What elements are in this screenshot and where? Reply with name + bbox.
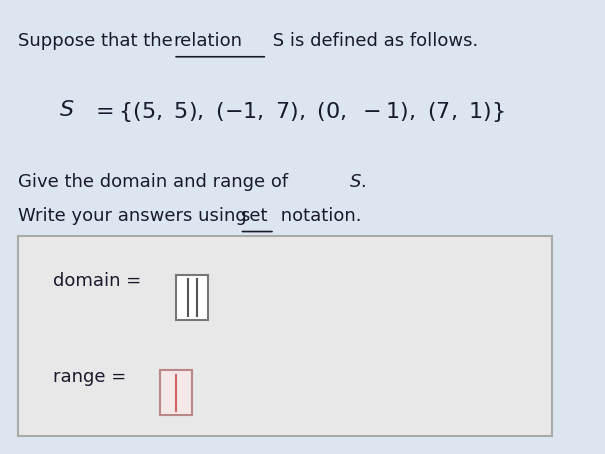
FancyBboxPatch shape xyxy=(176,275,209,320)
Text: set: set xyxy=(240,207,267,225)
FancyBboxPatch shape xyxy=(160,370,192,415)
Text: domain =: domain = xyxy=(53,272,147,291)
Text: S is defined as follows.: S is defined as follows. xyxy=(267,32,479,50)
FancyBboxPatch shape xyxy=(18,236,552,436)
Text: $= \{(5,\ 5),\ (-1,\ 7),\ (0,\ -1),\ (7,\ 1)\}$: $= \{(5,\ 5),\ (-1,\ 7),\ (0,\ -1),\ (7,… xyxy=(91,100,505,124)
Text: $S$: $S$ xyxy=(59,100,74,120)
Text: notation.: notation. xyxy=(275,207,361,225)
Text: Give the domain and range of: Give the domain and range of xyxy=(18,173,293,191)
Text: $S.$: $S.$ xyxy=(350,173,367,191)
Text: Write your answers using: Write your answers using xyxy=(18,207,252,225)
Text: relation: relation xyxy=(173,32,242,50)
Text: range =: range = xyxy=(53,368,132,386)
Text: Suppose that the: Suppose that the xyxy=(18,32,178,50)
